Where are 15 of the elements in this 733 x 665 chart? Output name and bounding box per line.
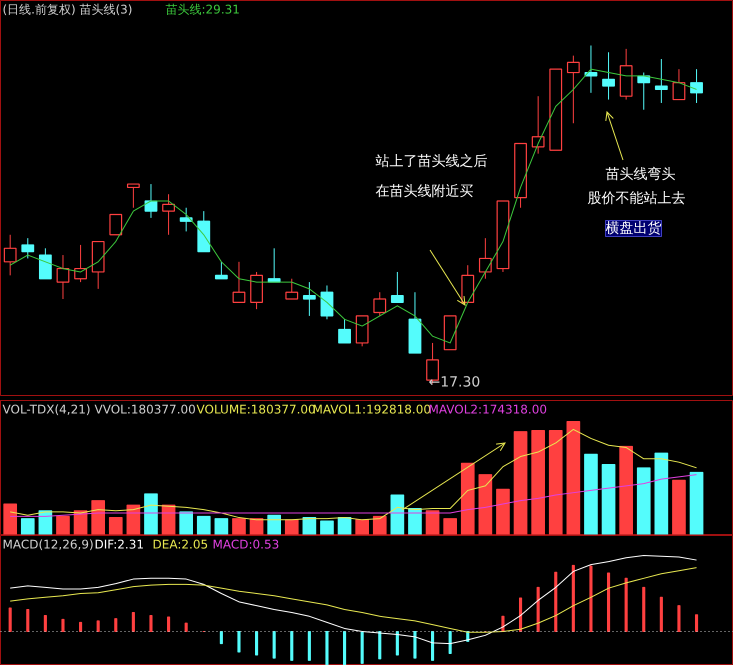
text: MACD:0.53 — [212, 538, 280, 552]
chart-title: MACD(12,26,9) — [2, 538, 94, 552]
annotation: 在苗头线附近买 — [376, 184, 474, 200]
chart-title: (日线.前复权) 苗头线(3) — [2, 2, 132, 16]
text: DEA:2.05 — [152, 538, 208, 552]
annotation: ←17.30 — [428, 374, 480, 390]
text: VVOL:180377.00 — [94, 402, 196, 416]
text: MAVOL2:174318.00 — [428, 402, 547, 416]
text: DIF:2.31 — [94, 538, 144, 552]
chart-title: VOL-TDX(4,21) — [2, 402, 91, 416]
text: 苗头线:29.31 — [166, 2, 240, 16]
annotation: 股价不能站上去 — [588, 190, 686, 206]
annotation: 横盘出货 — [606, 220, 662, 236]
annotation: 苗头线弯头 — [606, 166, 676, 182]
annotation: 站上了苗头线之后 — [376, 154, 488, 170]
